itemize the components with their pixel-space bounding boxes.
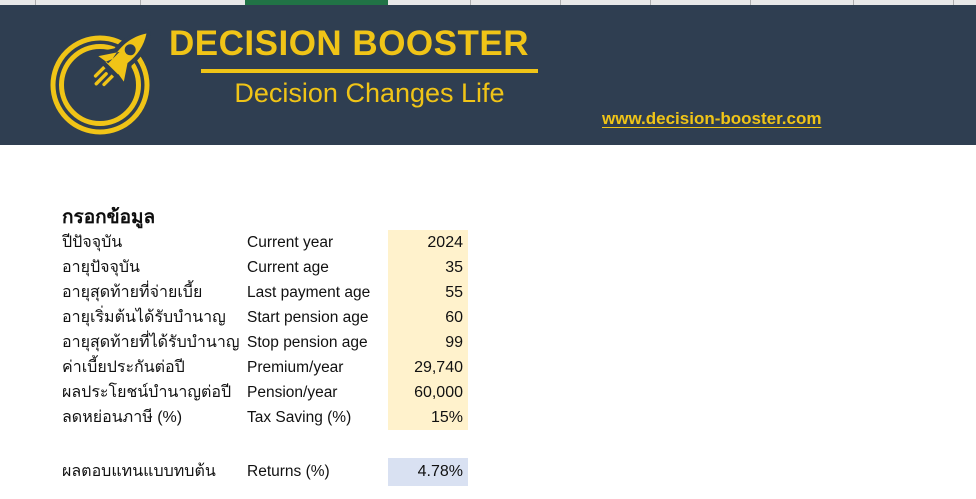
thai-label: ผลประโยชน์บำนาญต่อปี [62, 384, 232, 401]
row-returns: ผลตอบแทนแบบทบต้น Returns (%) 4.78% [62, 458, 468, 486]
thai-label: อายุสุดท้ายที่ได้รับบำนาญ [62, 334, 240, 351]
row-last-payment-age: อายุสุดท้ายที่จ่ายเบี้ย Last payment age… [62, 280, 468, 305]
row-tax-saving: ลดหย่อนภาษี (%) Tax Saving (%) 15% [62, 405, 468, 430]
value-cell[interactable]: 55 [388, 280, 468, 305]
column-divider [35, 0, 36, 5]
english-label: Start pension age [247, 309, 369, 326]
row-premium-per-year: ค่าเบี้ยประกันต่อปี Premium/year 29,740 [62, 355, 468, 380]
thai-label: อายุเริ่มต้นได้รับบำนาญ [62, 309, 226, 326]
website-link[interactable]: www.decision-booster.com [602, 109, 822, 128]
column-divider [853, 0, 854, 5]
input-rows: ปีปัจจุบัน Current year 2024 อายุปัจจุบั… [62, 230, 468, 430]
rocket-logo-icon [50, 29, 151, 135]
english-label: Pension/year [247, 384, 338, 401]
sheet-column-header-strip [0, 0, 976, 5]
row-current-age: อายุปัจจุบัน Current age 35 [62, 255, 468, 280]
english-label: Current year [247, 234, 334, 251]
english-label: Premium/year [247, 359, 344, 376]
english-label: Stop pension age [247, 334, 368, 351]
selected-columns-indicator [245, 0, 388, 5]
row-start-pension-age: อายุเริ่มต้นได้รับบำนาญ Start pension ag… [62, 305, 468, 330]
english-label: Last payment age [247, 284, 371, 301]
value-cell[interactable]: 60,000 [388, 380, 468, 405]
column-divider [140, 0, 141, 5]
row-stop-pension-age: อายุสุดท้ายที่ได้รับบำนาญ Stop pension a… [62, 330, 468, 355]
column-divider [953, 0, 954, 5]
column-divider [470, 0, 471, 5]
value-cell[interactable]: 2024 [388, 230, 468, 255]
value-cell[interactable]: 99 [388, 330, 468, 355]
brand-tagline: Decision Changes Life [234, 78, 505, 108]
value-cell[interactable]: 15% [388, 405, 468, 430]
thai-label: อายุสุดท้ายที่จ่ายเบี้ย [62, 284, 203, 301]
thai-label: ผลตอบแทนแบบทบต้น [62, 463, 216, 480]
column-divider [750, 0, 751, 5]
english-label: Tax Saving (%) [247, 409, 352, 426]
value-cell[interactable]: 29,740 [388, 355, 468, 380]
brand-title: DECISION BOOSTER [169, 24, 529, 63]
thai-label: อายุปัจจุบัน [62, 259, 140, 276]
column-divider [560, 0, 561, 5]
english-label: Current age [247, 259, 329, 276]
thai-label: ลดหย่อนภาษี (%) [62, 409, 183, 426]
value-cell[interactable]: 60 [388, 305, 468, 330]
value-cell[interactable]: 35 [388, 255, 468, 280]
row-current-year: ปีปัจจุบัน Current year 2024 [62, 230, 468, 255]
column-divider [650, 0, 651, 5]
english-label: Returns (%) [247, 463, 330, 480]
tagline-divider [201, 69, 538, 73]
brand-banner: DECISION BOOSTER Decision Changes Life w… [0, 5, 976, 145]
thai-label: ปีปัจจุบัน [62, 234, 123, 251]
thai-label: ค่าเบี้ยประกันต่อปี [62, 359, 185, 376]
row-pension-per-year: ผลประโยชน์บำนาญต่อปี Pension/year 60,000 [62, 380, 468, 405]
result-value-cell[interactable]: 4.78% [388, 458, 468, 486]
form-heading: กรอกข้อมูล [62, 207, 156, 228]
